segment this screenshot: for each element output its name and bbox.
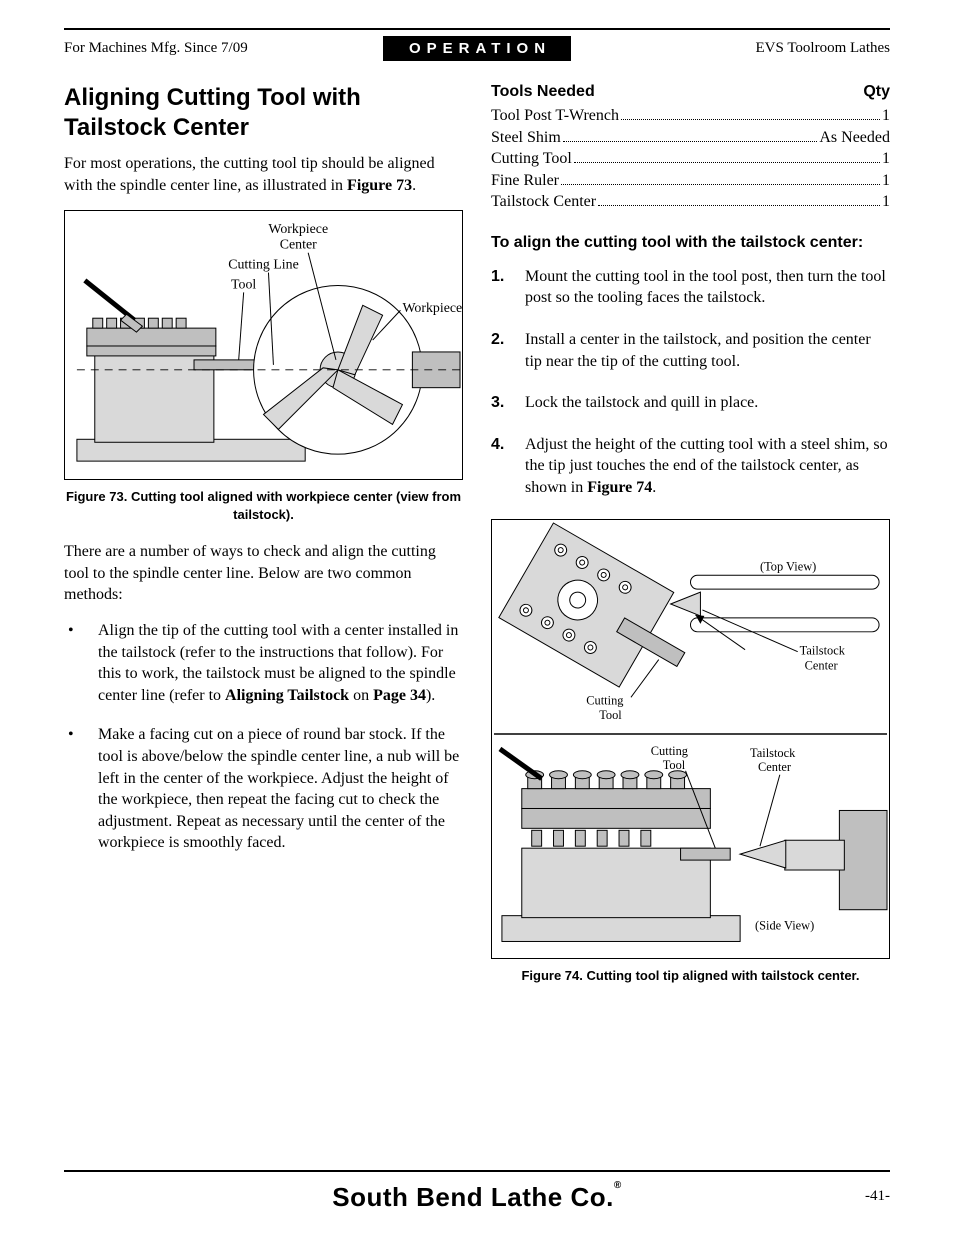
figure-74-caption: Figure 74. Cutting tool tip aligned with…	[491, 967, 890, 985]
step-4: Adjust the height of the cutting tool wi…	[491, 434, 890, 499]
svg-text:Cutting: Cutting	[651, 743, 688, 757]
svg-text:Tool: Tool	[663, 757, 686, 771]
procedure-heading: To align the cutting tool with the tails…	[491, 233, 890, 254]
tools-list: Tool Post T-Wrench1 Steel ShimAs Needed …	[491, 105, 890, 213]
tools-header-left: Tools Needed	[491, 83, 595, 101]
figure-74: (Top View) Tailstock Center Cutting Tool	[491, 519, 890, 959]
step-3: Lock the tailstock and quill in place.	[491, 392, 890, 414]
tool-row: Tool Post T-Wrench1	[491, 105, 890, 127]
page-header: For Machines Mfg. Since 7/09 OPERATION E…	[64, 36, 890, 61]
svg-text:(Side View): (Side View)	[755, 918, 814, 932]
intro-after: .	[412, 177, 416, 194]
tool-row: Steel ShimAs Needed	[491, 127, 890, 149]
svg-text:Cutting Line: Cutting Line	[228, 258, 299, 273]
svg-text:Workpiece: Workpiece	[268, 222, 328, 237]
registered-icon: ®	[614, 1180, 622, 1191]
step-2: Install a center in the tailstock, and p…	[491, 329, 890, 372]
svg-text:Tool: Tool	[231, 278, 256, 293]
left-column: Aligning Cutting Tool with Tailstock Cen…	[64, 83, 463, 1002]
svg-text:Center: Center	[280, 238, 317, 253]
method-1: Align the tip of the cutting tool with a…	[64, 620, 463, 706]
brand-logo: South Bend Lathe Co.®	[332, 1182, 621, 1213]
intro-figure-ref: Figure 73	[347, 177, 412, 194]
methods-list: Align the tip of the cutting tool with a…	[64, 620, 463, 854]
header-left: For Machines Mfg. Since 7/09	[64, 40, 383, 57]
svg-text:Center: Center	[805, 658, 839, 672]
tool-row: Cutting Tool1	[491, 148, 890, 170]
figure-74-svg: (Top View) Tailstock Center Cutting Tool	[492, 520, 889, 958]
svg-text:Tailstock: Tailstock	[750, 745, 796, 759]
right-column: Tools Needed Qty Tool Post T-Wrench1 Ste…	[491, 83, 890, 1002]
header-right: EVS Toolroom Lathes	[571, 40, 890, 57]
figure-73: Workpiece Center Cutting Line Tool Workp…	[64, 210, 463, 480]
svg-text:Center: Center	[758, 759, 792, 773]
page-footer: South Bend Lathe Co.® -41-	[64, 1170, 890, 1213]
svg-text:Tailstock: Tailstock	[800, 643, 846, 657]
procedure-steps: Mount the cutting tool in the tool post,…	[491, 266, 890, 499]
svg-text:Workpiece: Workpiece	[402, 301, 462, 316]
step-1: Mount the cutting tool in the tool post,…	[491, 266, 890, 309]
section-title: Aligning Cutting Tool with Tailstock Cen…	[64, 83, 463, 143]
tool-row: Fine Ruler1	[491, 170, 890, 192]
svg-text:Tool: Tool	[599, 708, 622, 722]
header-section-pill: OPERATION	[383, 36, 571, 61]
methods-intro: There are a number of ways to check and …	[64, 541, 463, 606]
figure-73-svg: Workpiece Center Cutting Line Tool Workp…	[65, 211, 462, 479]
intro-paragraph: For most operations, the cutting tool ti…	[64, 153, 463, 196]
svg-text:(Top View): (Top View)	[760, 559, 816, 573]
svg-text:Cutting: Cutting	[586, 693, 623, 707]
method-2: Make a facing cut on a piece of round ba…	[64, 724, 463, 854]
tools-header-right: Qty	[863, 83, 890, 101]
figure-73-caption: Figure 73. Cutting tool aligned with wor…	[64, 488, 463, 523]
page-number: -41-	[865, 1188, 890, 1205]
tools-header: Tools Needed Qty	[491, 83, 890, 101]
tool-row: Tailstock Center1	[491, 191, 890, 213]
